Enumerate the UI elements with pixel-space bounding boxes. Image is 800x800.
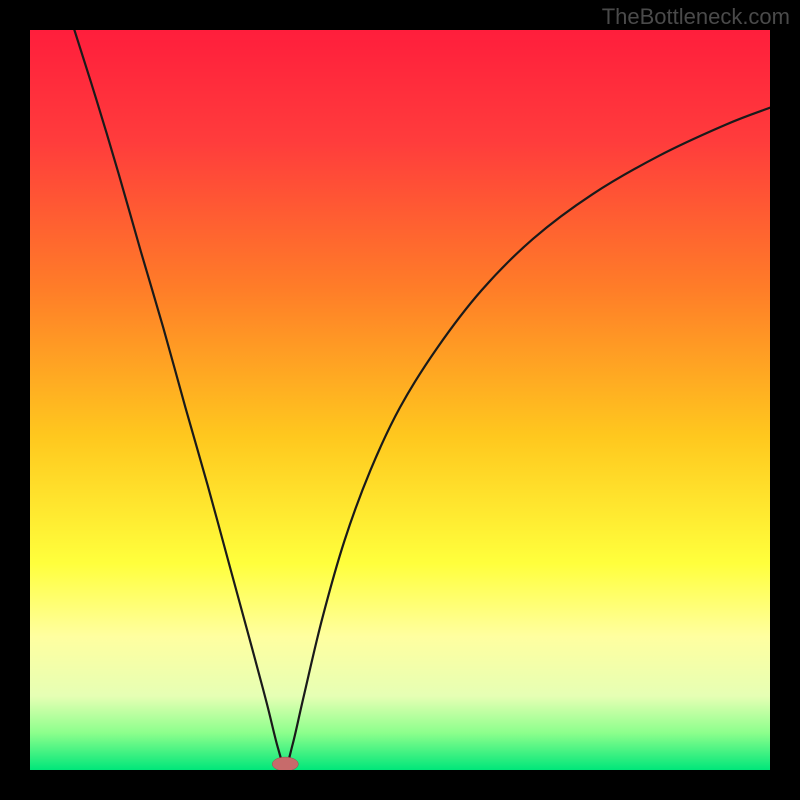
chart-background [30, 30, 770, 770]
chart-svg [30, 30, 770, 770]
minimum-marker [272, 757, 298, 770]
bottleneck-chart [30, 30, 770, 770]
attribution-text: TheBottleneck.com [602, 4, 790, 30]
